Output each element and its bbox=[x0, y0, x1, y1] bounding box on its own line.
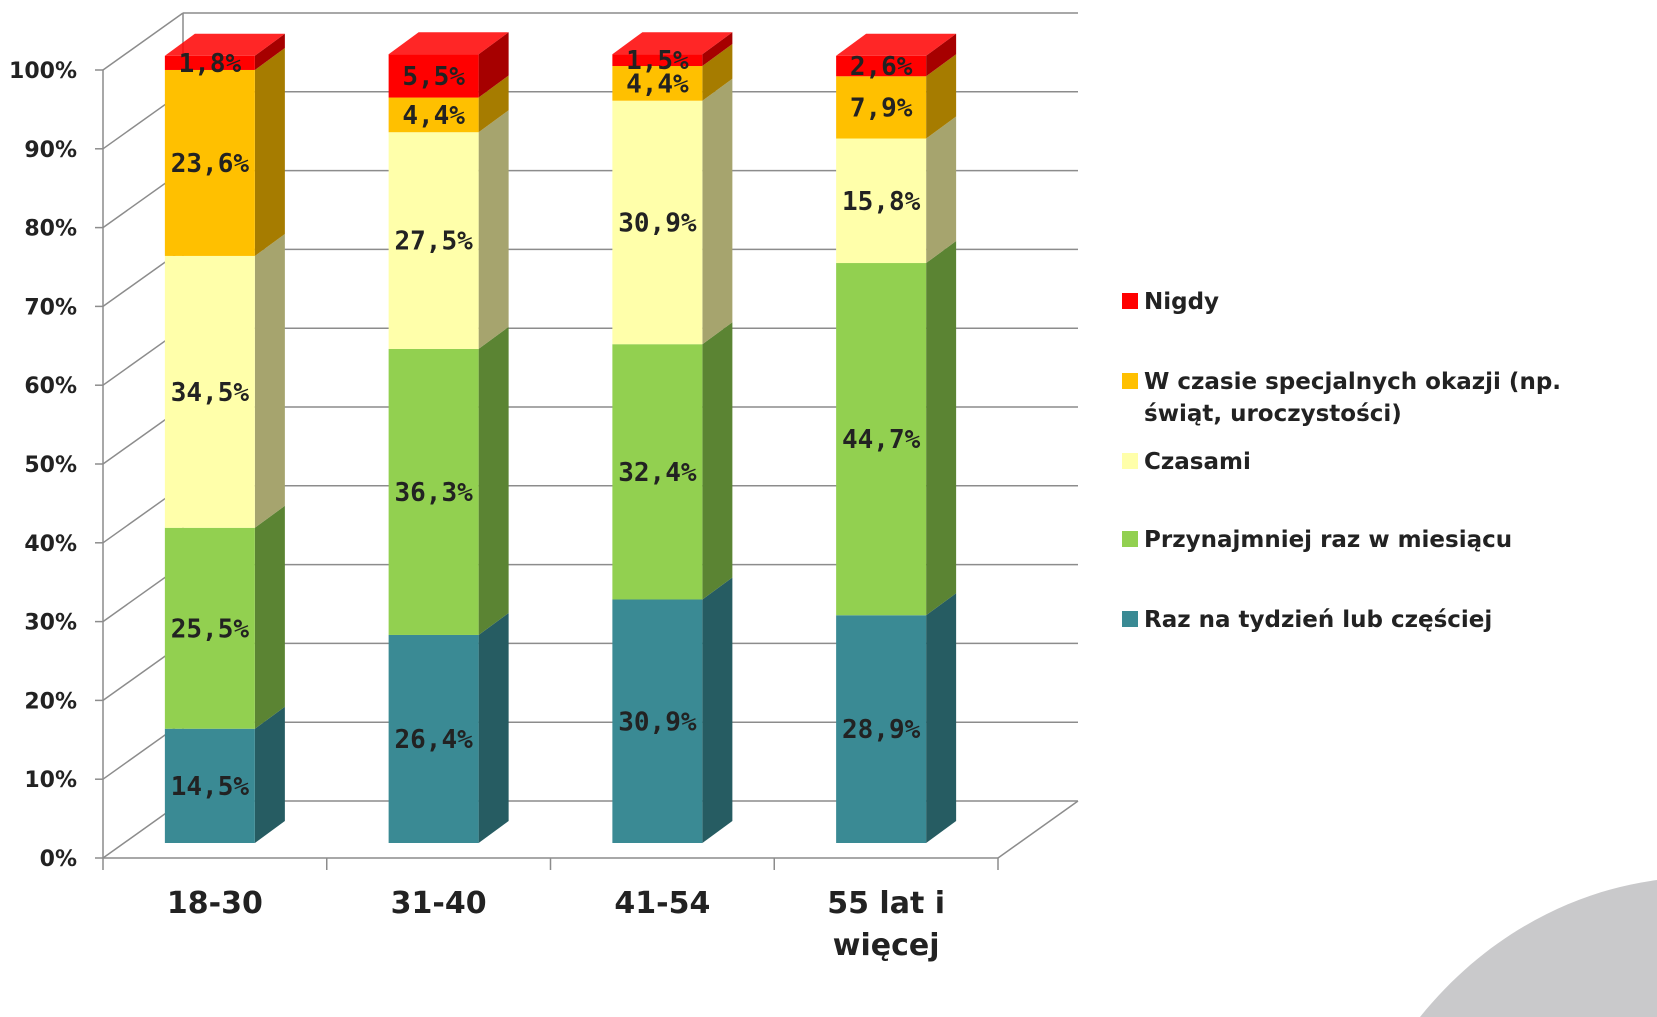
bar-segment bbox=[388, 54, 479, 98]
y-tick-label: 90% bbox=[24, 138, 77, 163]
legend-swatch bbox=[1122, 453, 1138, 469]
y-tick-label: 0% bbox=[40, 847, 77, 872]
bar-segment-side bbox=[254, 233, 285, 528]
y-tick-label: 60% bbox=[24, 374, 77, 399]
y-tick-label: 70% bbox=[24, 295, 77, 320]
bar-segment bbox=[612, 599, 703, 843]
y-tick-label: 20% bbox=[24, 689, 77, 714]
bar-segment bbox=[164, 69, 255, 256]
bar-segment-side bbox=[254, 505, 285, 729]
data-label: 14,5% bbox=[171, 772, 250, 802]
bar-segment-side bbox=[926, 33, 957, 77]
bar-segment-side bbox=[702, 577, 733, 843]
legend-label: świąt, uroczystości) bbox=[1144, 401, 1402, 427]
bar-segment-side bbox=[478, 326, 509, 635]
y-tick-label: 50% bbox=[24, 453, 77, 478]
data-label: 27,5% bbox=[394, 227, 473, 257]
bar-segment bbox=[836, 263, 927, 616]
decorative-corner-swoosh bbox=[1420, 880, 1657, 1017]
data-label: 1,8% bbox=[179, 49, 242, 79]
category-label: 31-40 bbox=[391, 886, 487, 921]
bar-segment-side bbox=[926, 593, 957, 843]
data-label: 4,4% bbox=[626, 69, 689, 99]
data-label: 15,8% bbox=[842, 187, 921, 217]
data-label: 28,9% bbox=[842, 715, 921, 745]
data-label: 1,5% bbox=[626, 46, 689, 76]
side-wall-gridline bbox=[102, 12, 184, 71]
bar-segment bbox=[612, 66, 703, 101]
bar-segment-side bbox=[702, 32, 733, 67]
bar-segment-side bbox=[254, 706, 285, 843]
category-label: 55 lat i bbox=[827, 886, 945, 921]
y-tick-label: 80% bbox=[24, 217, 77, 242]
data-label: 26,4% bbox=[394, 725, 473, 755]
legend-label: Przynajmniej raz w miesiącu bbox=[1144, 527, 1512, 553]
data-label: 44,7% bbox=[842, 425, 921, 455]
bar-segment bbox=[388, 348, 479, 635]
data-label: 2,6% bbox=[850, 52, 913, 82]
bar-segment bbox=[836, 615, 927, 843]
bar-segment bbox=[164, 55, 255, 70]
data-label: 5,5% bbox=[402, 62, 465, 92]
bar-segment bbox=[388, 132, 479, 349]
bar-segment-side bbox=[926, 241, 957, 616]
category-label: 41-54 bbox=[614, 886, 710, 921]
y-tick-label: 10% bbox=[24, 768, 77, 793]
data-label: 25,5% bbox=[171, 614, 250, 644]
data-label: 7,9% bbox=[850, 93, 913, 123]
bar-segment bbox=[612, 100, 703, 345]
bar-segment-side bbox=[478, 75, 509, 133]
data-label: 30,9% bbox=[618, 707, 697, 737]
bar-segment-side bbox=[702, 78, 733, 345]
bar-segment-side bbox=[478, 32, 509, 98]
y-tick-label: 40% bbox=[24, 532, 77, 557]
legend-swatch bbox=[1122, 373, 1138, 389]
y-tick-label: 30% bbox=[24, 611, 77, 636]
y-tick-label: 100% bbox=[9, 59, 77, 84]
bar-segment bbox=[164, 527, 255, 729]
bar-segment bbox=[164, 728, 255, 843]
bar-segment-top bbox=[836, 33, 957, 56]
legend-swatch bbox=[1122, 611, 1138, 627]
data-label: 34,5% bbox=[171, 378, 250, 408]
bar-segment-top bbox=[164, 33, 285, 56]
bar-segment-side bbox=[478, 612, 509, 843]
legend-label: Czasami bbox=[1144, 449, 1251, 475]
data-label: 23,6% bbox=[171, 149, 250, 179]
data-label: 30,9% bbox=[618, 208, 697, 238]
bar-segment bbox=[836, 138, 927, 264]
bar-segment bbox=[612, 344, 703, 600]
bar-segment-top bbox=[612, 32, 733, 55]
data-label: 32,4% bbox=[618, 458, 697, 488]
data-label: 36,3% bbox=[394, 478, 473, 508]
bar-segment-side bbox=[702, 44, 733, 101]
data-label: 4,4% bbox=[402, 101, 465, 131]
floor-edge bbox=[997, 800, 1079, 859]
bar-segment-side bbox=[478, 110, 509, 349]
bar-segment-side bbox=[254, 47, 285, 256]
bar-segment-side bbox=[702, 322, 733, 600]
legend-swatch bbox=[1122, 293, 1138, 309]
bar-segment bbox=[836, 55, 927, 77]
category-label: więcej bbox=[833, 928, 940, 963]
bar-segment bbox=[164, 255, 255, 528]
legend-label: Nigdy bbox=[1144, 289, 1219, 315]
bar-segment-side bbox=[254, 33, 285, 70]
category-label: 18-30 bbox=[167, 886, 263, 921]
bar-segment bbox=[388, 97, 479, 133]
bar-segment-side bbox=[926, 54, 957, 139]
bar-segment bbox=[612, 54, 703, 67]
legend-swatch bbox=[1122, 531, 1138, 547]
legend-label: Raz na tydzień lub częściej bbox=[1144, 607, 1492, 633]
legend-label: W czasie specjalnych okazji (np. bbox=[1144, 369, 1561, 395]
bar-segment-top bbox=[388, 32, 509, 55]
bar-segment-side bbox=[926, 116, 957, 264]
bar-segment bbox=[836, 76, 927, 139]
bar-segment bbox=[388, 634, 479, 843]
